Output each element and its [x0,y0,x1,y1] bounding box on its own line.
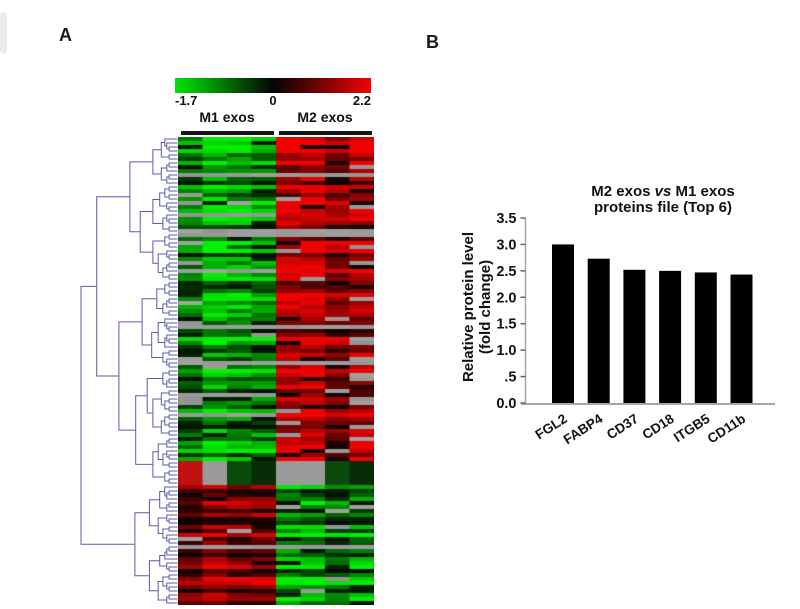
y-tick-label: 2.0 [496,290,516,306]
colorbar-mid-label: 0 [269,93,277,108]
group-bar-m1 [181,131,274,135]
y-tick-label: 0.0 [496,396,516,412]
heatmap-canvas [178,137,374,605]
x-category-label: FABP4 [561,411,606,448]
x-category-label: ITGB5 [671,411,713,446]
bar-chart-title-line2: proteins file (Top 6) [593,199,733,216]
bar-chart-title-line1: M2 exos vs M1 exos [545,184,781,200]
title-vs: vs [654,183,672,200]
dendrogram [80,138,178,604]
x-category-label: CD18 [640,411,678,443]
y-tick-label: .5 [504,370,516,386]
title-post: M1 exos [675,183,735,200]
scan-artifact [0,12,7,54]
y-tick-label: 3.5 [496,211,516,227]
group-label-m2-exos: M2 exos [297,109,353,125]
heatmap-colorbar [175,78,371,93]
dendrogram-tree [80,138,178,604]
bar-cd18 [659,270,682,403]
panel-b-label: B [426,32,439,52]
title-pre: M2 exos [591,183,651,200]
colorbar-scale-labels: -1.7 0 2.2 [175,93,371,108]
group-label-m1-exos: M1 exos [199,109,255,125]
colorbar-min-label: -1.7 [175,93,198,108]
y-tick-label: 3.0 [496,237,516,253]
panel-a-label: A [59,25,72,45]
bar-itgb5 [694,272,717,403]
y-tick-label: 1.5 [496,317,516,333]
bar-fgl2 [552,244,574,403]
y-tick-label: 2.5 [496,264,516,280]
x-category-label: CD11b [705,411,748,446]
y-tick-label: 1.0 [496,343,516,359]
group-bar-m2 [279,131,372,135]
x-category-label: CD37 [604,411,641,442]
bar-cd37 [623,269,646,403]
bar-cd11b [730,274,753,403]
colorbar-max-label: 2.2 [352,93,371,108]
bar-fabp4 [587,258,610,403]
bar-chart-title: M2 exos vs M1 exos proteins file (Top 6) [545,184,781,216]
bar-chart: 0.0.51.01.52.02.53.03.5FGL2FABP4CD37CD18… [496,211,775,448]
